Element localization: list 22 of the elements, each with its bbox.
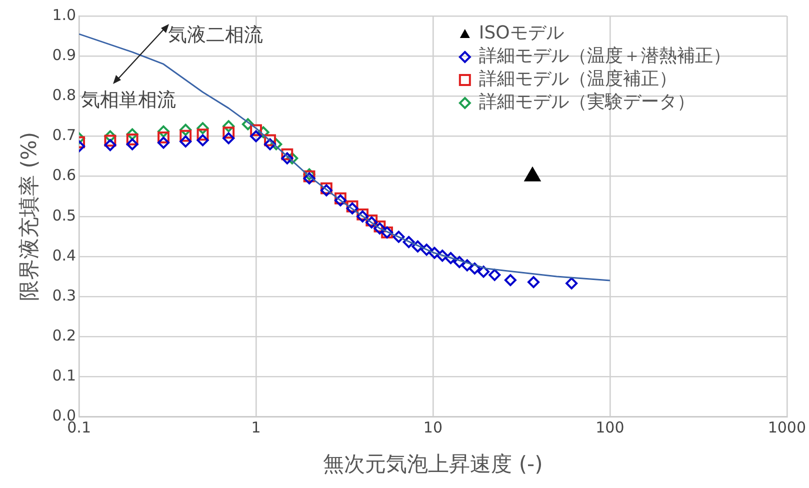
- x-axis-title: 無次元気泡上昇速度 (-): [323, 452, 543, 476]
- annotation: 気相単相流: [81, 88, 176, 111]
- legend-label: 詳細モデル（実験データ）: [478, 92, 695, 113]
- legend-label: 詳細モデル（温度＋潜熱補正）: [478, 46, 731, 67]
- x-tick-label: 1000: [768, 418, 806, 437]
- x-tick-label: 10: [423, 418, 443, 437]
- y-tick-label: 0.8: [52, 86, 76, 104]
- y-tick-label: 0.5: [52, 206, 76, 224]
- y-tick-label: 0.1: [52, 366, 76, 385]
- y-tick-label: 1.0: [52, 6, 76, 24]
- y-axis-title: 限界液充填率 (%): [17, 132, 42, 301]
- y-tick-label: 0.4: [52, 246, 76, 264]
- legend-label: ISOモデル: [478, 22, 564, 44]
- legend-label: 詳細モデル（温度補正）: [478, 68, 677, 90]
- y-tick-label: 0.6: [52, 166, 76, 184]
- y-tick-label: 0.9: [52, 46, 76, 64]
- y-tick-label: 0.7: [52, 126, 76, 144]
- y-tick-label: 0.2: [52, 326, 76, 345]
- annotation: 気液二相流: [168, 24, 264, 46]
- x-tick-label: 1: [251, 418, 261, 437]
- y-tick-label: 0.3: [52, 286, 76, 304]
- x-tick-label: 100: [596, 418, 624, 437]
